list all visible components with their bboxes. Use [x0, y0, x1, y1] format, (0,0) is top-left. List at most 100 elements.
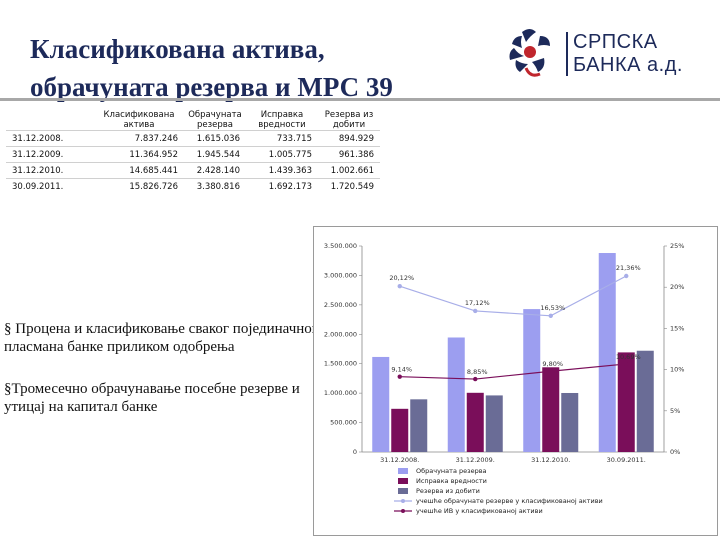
page-title: Класификована актива, обрачуната резерва…: [30, 30, 470, 106]
bar: [391, 408, 409, 452]
line-point: [473, 308, 478, 314]
table-cell: 961.386: [318, 146, 380, 163]
y2-tick-label: 25%: [670, 242, 684, 250]
table-row: 30.09.2011. 15.826.726 3.380.816 1.692.1…: [6, 178, 380, 194]
table-cell: 31.12.2009.: [6, 146, 94, 163]
table-cell: 3.380.816: [184, 178, 246, 194]
x-tick-label: 31.12.2010.: [531, 456, 570, 464]
logo-divider: [566, 32, 568, 76]
y-tick-label: 2.500.000: [324, 301, 357, 309]
y-tick-label: 1.000.000: [324, 389, 357, 397]
table-row: 31.12.2010. 14.685.441 2.428.140 1.439.3…: [6, 162, 380, 179]
bar: [523, 309, 541, 452]
data-label: 17,12%: [465, 299, 490, 307]
table-header: Обрачуната резерва: [188, 110, 242, 130]
table-cell: 733.715: [246, 130, 318, 147]
y-tick-label: 3.000.000: [324, 271, 357, 279]
data-label: 8,85%: [467, 368, 488, 376]
table-header: Резерва из добити: [324, 110, 374, 130]
table-cell: 31.12.2008.: [6, 130, 94, 147]
legend-label: учешће ИВ у класификованој активи: [416, 507, 543, 515]
table-cell: 11.364.952: [94, 146, 184, 163]
data-label: 20,12%: [389, 274, 414, 282]
y-tick-label: 500.000: [330, 419, 357, 427]
bar: [466, 392, 484, 452]
y-tick-label: 3.500.000: [324, 242, 357, 250]
x-tick-label: 30.09.2011.: [607, 456, 646, 464]
table-row: 31.12.2008. 7.837.246 1.615.036 733.715 …: [6, 130, 380, 147]
line-point: [624, 273, 629, 279]
table-cell: 30.09.2011.: [6, 178, 94, 194]
bullet-item: § Процена и класификовање сваког поједин…: [4, 321, 318, 355]
table-cell: 7.837.246: [94, 130, 184, 147]
data-label: 9,14%: [391, 366, 412, 374]
bar: [617, 352, 635, 452]
bank-logo: СРПСКА БАНКА а.д.: [500, 22, 700, 84]
table-cell: 1.439.363: [246, 162, 318, 179]
line-point: [548, 313, 553, 318]
data-label: 16,53%: [540, 304, 565, 312]
reserves-chart: 0 500.000 1.000.000 1.500.000 2.000.000 2.500…: [313, 226, 718, 536]
line-point: [548, 369, 553, 374]
table-header-row: Класификована актива Обрачуната резерва …: [6, 106, 380, 131]
legend-label: Обрачуната резерва: [416, 467, 487, 475]
bar: [542, 367, 560, 452]
title-line-1: Класификована актива,: [30, 34, 325, 64]
bar: [561, 392, 579, 452]
table-cell: 2.428.140: [184, 162, 246, 179]
reserves-table: Класификована актива Обрачуната резерва …: [6, 106, 380, 194]
bullet-item: §Тромесечно обрачунавање посебне резерве…: [4, 381, 300, 415]
legend-swatch: [398, 468, 408, 474]
legend-marker: [401, 499, 405, 503]
y2-tick-label: 20%: [670, 283, 684, 291]
title-line-2: обрачуната резерва и МРС 39: [30, 72, 393, 102]
bar: [447, 337, 465, 452]
table-cell: 31.12.2010.: [6, 162, 94, 179]
bank-name-line-2: БАНКА а.д.: [573, 54, 683, 76]
data-label: 21,36%: [616, 264, 641, 272]
legend-swatch: [398, 478, 408, 484]
bank-name: СРПСКА БАНКА а.д.: [573, 31, 683, 77]
legend-label: учешће обрачунате резерве у класификован…: [416, 497, 603, 505]
table-cell: 15.826.726: [94, 178, 184, 194]
series-line: [399, 363, 627, 380]
bank-emblem-icon: [509, 29, 550, 77]
data-label: 9,80%: [542, 360, 563, 368]
y2-tick-label: 5%: [670, 407, 680, 415]
table-header: Исправка вредности: [258, 110, 306, 130]
line-point: [624, 361, 629, 367]
bar: [598, 253, 616, 452]
x-tick-label: 31.12.2008.: [380, 456, 419, 464]
bar: [372, 356, 390, 452]
table-cell: 14.685.441: [94, 162, 184, 179]
table-cell: 1.615.036: [184, 130, 246, 147]
table-cell: 894.929: [318, 130, 380, 147]
y-tick-label: 1.500.000: [324, 360, 357, 368]
y-tick-label: 2.000.000: [324, 330, 357, 338]
bar: [636, 350, 654, 452]
table-cell: 1.005.775: [246, 146, 318, 163]
table-cell: 1.720.549: [318, 178, 380, 194]
x-tick-label: 31.12.2009.: [456, 456, 495, 464]
y2-tick-label: 10%: [670, 366, 684, 374]
legend-swatch: [398, 488, 408, 494]
table-cell: 1.945.544: [184, 146, 246, 163]
line-point: [397, 284, 402, 289]
table-header: [6, 106, 94, 131]
line-point: [473, 376, 478, 382]
y-tick-label: 0: [353, 448, 357, 456]
bank-name-line-1: СРПСКА: [573, 31, 658, 53]
chart-canvas: 0 500.000 1.000.000 1.500.000 2.000.000 2.500…: [324, 242, 685, 515]
legend-label: Резерва из добити: [416, 487, 480, 495]
table-row: 31.12.2009. 11.364.952 1.945.544 1.005.7…: [6, 146, 380, 163]
series-line: [399, 275, 627, 317]
bullet-list: § Процена и класификовање сваког поједин…: [4, 320, 322, 440]
legend-marker: [401, 509, 405, 513]
table-cell: 1.692.173: [246, 178, 318, 194]
y2-tick-label: 0%: [670, 448, 680, 456]
table-header: Класификована актива: [103, 110, 175, 130]
bar: [485, 395, 503, 452]
header-divider: [0, 98, 720, 101]
data-label: 10,69%: [616, 353, 641, 361]
table-cell: 1.002.661: [318, 162, 380, 179]
